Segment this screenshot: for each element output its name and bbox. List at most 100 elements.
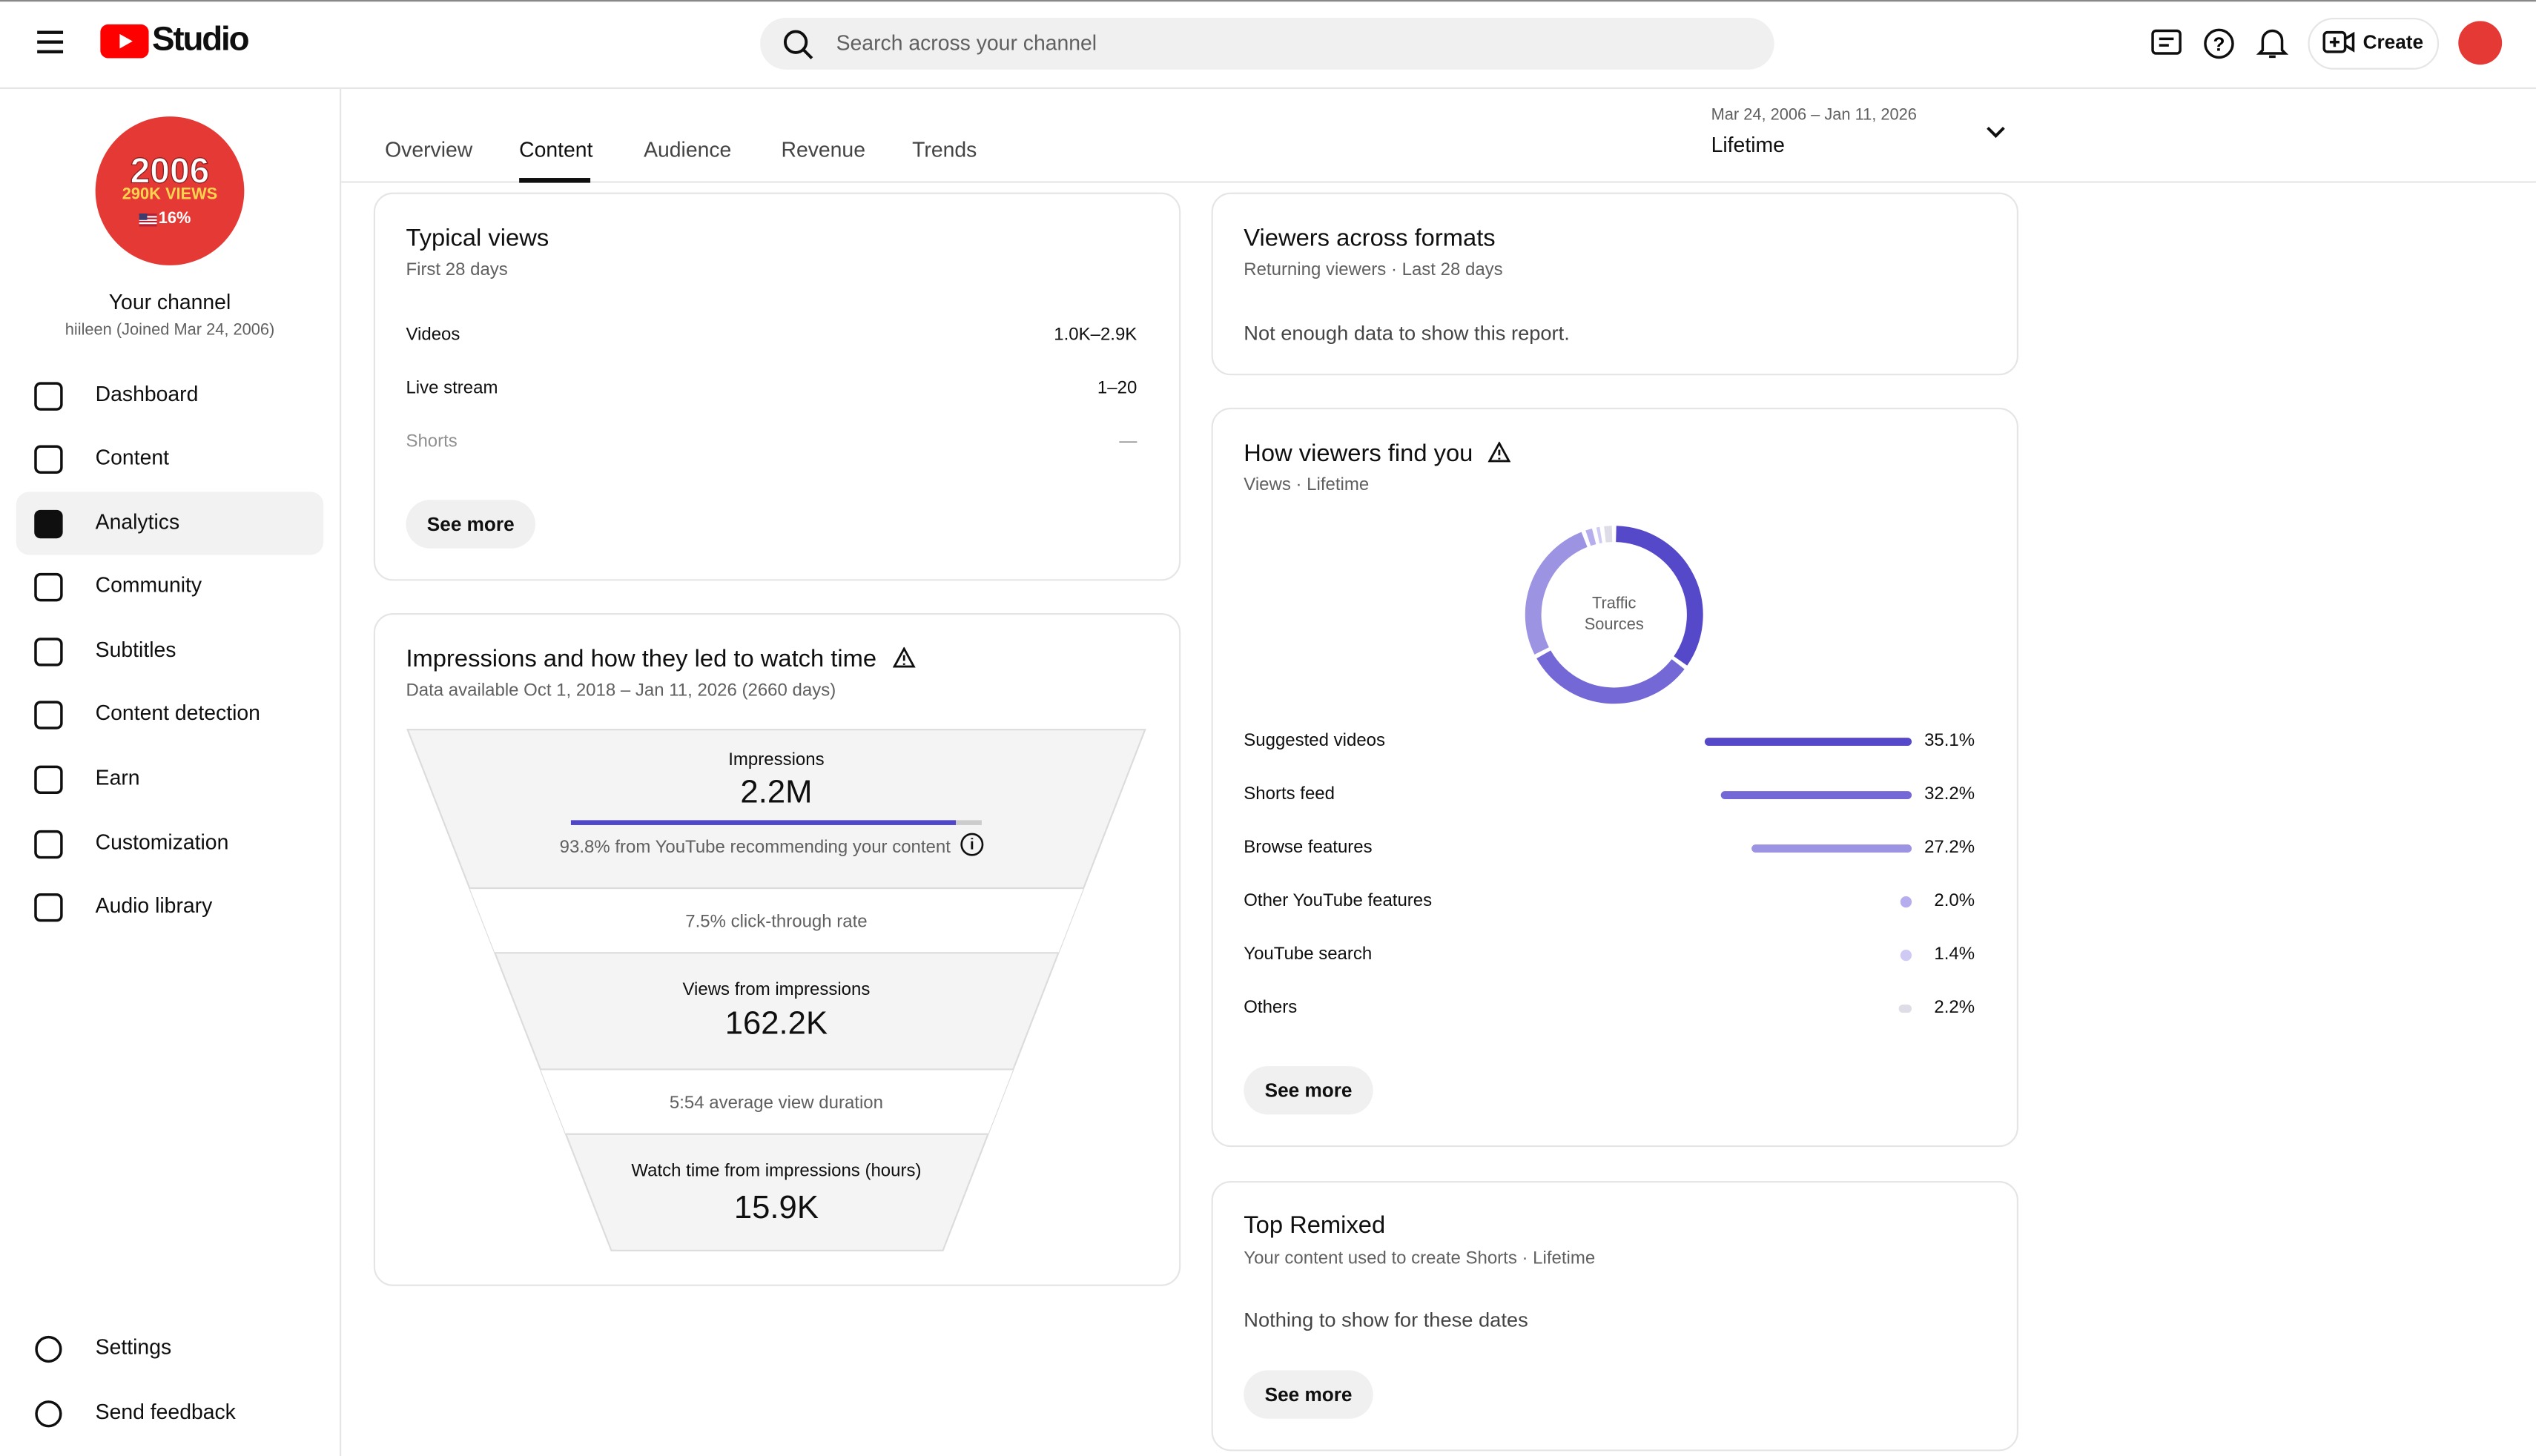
flag-icon [139, 214, 157, 227]
feedback-icon[interactable] [2151, 27, 2184, 60]
source-name: YouTube search [1244, 944, 1373, 964]
row-label: Videos [406, 325, 460, 345]
row-label: Live stream [406, 378, 498, 398]
nav-icon [35, 1335, 62, 1363]
icon-shape [34, 638, 63, 666]
dropdown-icon[interactable] [1984, 125, 2007, 141]
channel-avatar[interactable] [95, 116, 245, 265]
funnel-rate: 5:54 average view duration [669, 1093, 883, 1113]
avatar-text: 290K VIEWS [122, 185, 218, 204]
source-bar [1721, 790, 1912, 798]
card-title: Typical views [406, 225, 549, 253]
row-label: Shorts [406, 431, 458, 451]
empty-message: Not enough data to show this report. [1244, 322, 1570, 345]
tab-indicator [519, 178, 591, 183]
tab[interactable]: Audience [644, 137, 732, 162]
row-value: 1–20 [1097, 378, 1137, 398]
donut-label: Sources [1584, 616, 1644, 635]
nav-item[interactable]: Dashboard [95, 381, 199, 406]
card-title: Top Remixed [1244, 1211, 1386, 1240]
icon-shape [34, 572, 63, 602]
row-value: — [1119, 431, 1137, 451]
card [1211, 192, 2019, 376]
card-title: Impressions and how they led to watch ti… [406, 645, 877, 673]
tab[interactable]: Content [519, 137, 593, 162]
channel-title: Your channel [108, 289, 231, 314]
source-name: Suggested videos [1244, 731, 1386, 751]
help-icon[interactable]: ? [2203, 27, 2236, 60]
avatar-text: 2006 [130, 150, 210, 191]
card-title: How viewers find you [1244, 440, 1473, 468]
nav-item[interactable]: Content [95, 445, 170, 469]
avatar-text: 16% [158, 210, 191, 228]
nav-item[interactable]: Content detection [95, 700, 260, 725]
donut-segment [1585, 528, 1596, 546]
search-box[interactable] [760, 18, 1774, 70]
nav-item[interactable]: Audio library [95, 893, 213, 918]
see-more-button[interactable]: See more [406, 500, 536, 549]
warning-icon[interactable] [1487, 441, 1511, 463]
warning-icon[interactable] [892, 646, 916, 668]
icon-shape [34, 509, 63, 539]
card-subtitle: Data available Oct 1, 2018 – Jan 11, 202… [406, 681, 836, 701]
funnel-value: 162.2K [724, 1006, 828, 1042]
nav-icon [34, 445, 63, 474]
create-button[interactable] [2308, 18, 2440, 70]
see-more-button[interactable]: See more [1244, 1370, 1373, 1419]
nav-item[interactable]: Subtitles [95, 637, 176, 662]
source-name: Other YouTube features [1244, 891, 1433, 911]
nav-item[interactable]: Customization [95, 830, 229, 855]
account-avatar[interactable] [2458, 21, 2503, 65]
funnel-rate: 7.5% click-through rate [685, 912, 868, 932]
menu-button[interactable] [36, 29, 65, 55]
tab[interactable]: Revenue [781, 137, 865, 162]
empty-message: Nothing to show for these dates [1244, 1308, 1528, 1331]
nav-icon [34, 382, 63, 411]
logo-icon [100, 24, 149, 59]
card-title: Viewers across formats [1244, 225, 1496, 253]
nav-icon [34, 893, 63, 922]
funnel-note: 93.8% from YouTube recommending your con… [559, 838, 951, 858]
source-bar [1704, 736, 1912, 745]
sidebar-divider [340, 87, 342, 1456]
icon-shape [35, 1335, 62, 1363]
source-value: 2.2% [1934, 998, 1975, 1018]
see-more-button[interactable]: See more [1244, 1066, 1373, 1115]
tabs-divider [341, 181, 2536, 183]
tab[interactable]: Trends [912, 137, 977, 162]
funnel-label: Watch time from impressions (hours) [631, 1161, 922, 1182]
tab[interactable]: Overview [385, 137, 473, 162]
row-value: 1.0K–2.9K [1054, 325, 1137, 345]
source-name: Shorts feed [1244, 784, 1335, 804]
date-range[interactable]: Mar 24, 2006 – Jan 11, 2026 [1711, 107, 1917, 125]
nav-item[interactable]: Settings [95, 1334, 172, 1360]
create-icon [2322, 30, 2355, 53]
brand[interactable]: Studio [152, 21, 250, 59]
card-subtitle: First 28 days [406, 260, 508, 280]
funnel-value: 15.9K [733, 1191, 819, 1227]
source-name: Others [1244, 998, 1298, 1018]
icon-shape [34, 893, 63, 922]
funnel-label: Impressions [728, 750, 825, 770]
card-subtitle: Views · Lifetime [1244, 475, 1370, 495]
nav-icon [34, 701, 63, 729]
source-bar [1898, 1004, 1912, 1012]
icon-shape [34, 830, 63, 859]
donut-label: Traffic [1592, 595, 1637, 614]
icon-shape [34, 765, 63, 795]
create-label: Create [2362, 30, 2424, 54]
date-range-label[interactable]: Lifetime [1711, 132, 1785, 157]
channel-subtitle: hiileen (Joined Mar 24, 2006) [65, 322, 275, 340]
nav-item[interactable]: Community [95, 572, 202, 598]
donut-segment [1525, 532, 1588, 655]
nav-item[interactable]: Earn [95, 765, 140, 790]
nav-icon [34, 509, 63, 539]
nav-item[interactable]: Analytics [95, 509, 180, 535]
icon-shape [34, 701, 63, 729]
nav-item[interactable]: Send feedback [95, 1399, 236, 1424]
svg-text:?: ? [2213, 33, 2225, 56]
notifications-icon[interactable] [2256, 26, 2289, 62]
icon-shape [34, 382, 63, 411]
icon-shape [35, 1400, 62, 1428]
card-subtitle: Returning viewers · Last 28 days [1244, 260, 1503, 280]
